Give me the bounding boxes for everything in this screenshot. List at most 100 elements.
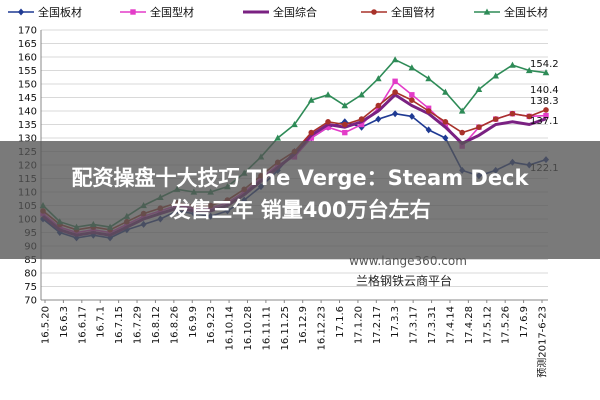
- data-point: [442, 134, 449, 142]
- y-tick-label: 70: [24, 296, 37, 307]
- data-point: [409, 97, 415, 103]
- legend-marker: [18, 8, 24, 16]
- data-point: [425, 108, 432, 114]
- legend-marker: [483, 8, 491, 15]
- data-point: [492, 72, 499, 79]
- data-point: [325, 119, 331, 125]
- data-point: [274, 134, 282, 141]
- x-tick-label: 17.5.26: [501, 306, 512, 344]
- legend-marker: [371, 9, 377, 15]
- data-point: [307, 96, 315, 103]
- x-tick-label: 17.6.9: [519, 306, 530, 338]
- y-tick-label: 140: [18, 107, 37, 118]
- data-point: [425, 126, 432, 134]
- y-tick-label: 150: [18, 80, 37, 91]
- x-axis: 16.5.20 16.6.3 16.6.17 16.7.1 16.7.15 16.7.29…: [41, 299, 549, 378]
- end-value-label: 137.1: [530, 116, 559, 127]
- x-tick-label: 16.7.1: [96, 306, 107, 338]
- y-tick-label: 85: [24, 255, 37, 266]
- y-tick-label: 135: [18, 120, 37, 131]
- overlay-banner: [0, 141, 600, 259]
- x-tick-label: 16.10.28: [243, 306, 254, 351]
- y-tick-label: 75: [24, 282, 37, 293]
- data-point: [425, 75, 432, 82]
- x-tick-label: 17.5.12: [482, 306, 493, 344]
- data-point: [542, 69, 550, 76]
- data-point: [492, 116, 499, 122]
- x-tick-label: 17.1.6: [335, 306, 346, 338]
- data-point: [342, 129, 348, 136]
- x-tick-label: 预测2017-6-23: [536, 306, 549, 378]
- x-tick-label: 16.6.17: [77, 306, 88, 344]
- data-point: [342, 121, 348, 128]
- end-value-label: 154.2: [530, 59, 559, 70]
- x-tick-label: 16.8.12: [151, 306, 162, 344]
- x-tick-label: 16.12.23: [317, 306, 328, 351]
- end-value-label: 138.3: [530, 96, 559, 107]
- legend-label: 全国板材: [38, 5, 82, 19]
- data-point: [543, 112, 549, 119]
- x-tick-label: 17.4.28: [464, 306, 475, 344]
- data-point: [325, 124, 331, 130]
- data-point: [341, 102, 349, 109]
- legend-label: 全国型材: [150, 5, 194, 19]
- data-point: [458, 107, 466, 114]
- data-point: [392, 89, 398, 95]
- x-tick-label: 17.2.17: [372, 306, 383, 344]
- end-value-label: 140.4: [530, 85, 559, 96]
- data-point: [358, 91, 365, 98]
- data-point: [476, 124, 482, 130]
- legend-label: 全国管材: [391, 5, 435, 19]
- legend-marker: [130, 9, 136, 15]
- data-point: [525, 67, 533, 74]
- data-point: [392, 110, 399, 118]
- data-point: [392, 78, 398, 84]
- y-tick-label: 80: [24, 269, 37, 280]
- x-tick-label: 16.9.23: [206, 306, 217, 344]
- data-point: [408, 64, 416, 71]
- data-point: [375, 75, 382, 82]
- x-tick-label: 16.8.26: [169, 306, 180, 344]
- banner-line-2: 发售三年 销量400万台左右: [169, 198, 431, 222]
- x-tick-label: 16.11.11: [261, 306, 272, 351]
- y-tick-label: 155: [18, 66, 37, 77]
- x-tick-label: 16.12.9: [298, 306, 309, 344]
- data-point: [409, 92, 415, 98]
- y-tick-label: 145: [18, 93, 37, 104]
- banner-headline: 配资操盘十大技巧 The Verge：Steam Deck 发售三年 销量400…: [0, 162, 600, 226]
- data-point: [442, 119, 449, 125]
- y-tick-label: 170: [18, 26, 37, 37]
- data-point: [509, 110, 516, 117]
- data-point: [543, 107, 549, 113]
- x-tick-label: 17.1.20: [353, 306, 364, 344]
- x-tick-label: 17.3.3: [390, 306, 401, 338]
- data-point: [375, 115, 382, 123]
- source-text: 兰格钢铁云商平台: [356, 273, 452, 288]
- x-tick-label: 16.6.3: [59, 306, 70, 338]
- x-tick-label: 16.7.29: [133, 306, 144, 344]
- data-point: [408, 112, 415, 120]
- x-tick-label: 16.11.25: [280, 306, 291, 351]
- x-tick-label: 17.3.31: [427, 306, 438, 344]
- data-point: [358, 116, 365, 122]
- data-point: [391, 56, 399, 63]
- x-tick-label: 17.4.14: [445, 306, 456, 344]
- data-point: [509, 61, 516, 68]
- data-point: [324, 91, 332, 98]
- y-tick-label: 165: [18, 39, 37, 50]
- x-tick-label: 17.3.17: [409, 306, 420, 344]
- banner-line-1: 配资操盘十大技巧 The Verge：Steam Deck: [71, 166, 529, 190]
- data-point: [526, 113, 533, 120]
- data-point: [291, 121, 298, 128]
- y-tick-label: 130: [18, 134, 37, 145]
- data-point: [459, 129, 465, 136]
- x-tick-label: 16.10.14: [225, 306, 236, 351]
- y-tick-label: 160: [18, 53, 37, 64]
- data-point: [308, 129, 315, 136]
- data-point: [358, 121, 365, 128]
- legend-label: 全国综合: [273, 5, 317, 19]
- data-point: [475, 85, 483, 92]
- data-point: [308, 135, 314, 141]
- data-point: [375, 102, 382, 109]
